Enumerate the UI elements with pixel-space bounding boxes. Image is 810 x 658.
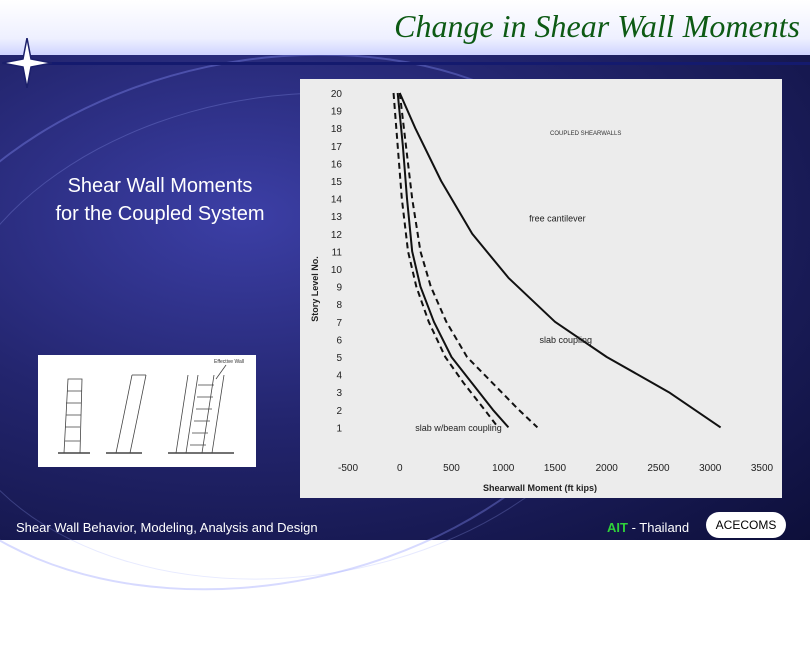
series-annotation: free cantilever — [529, 213, 586, 223]
acecoms-logo-badge: ACECOMS — [706, 512, 786, 538]
y-tick-label: 18 — [331, 124, 343, 135]
y-tick-label: 13 — [331, 212, 343, 223]
moment-chart: 1 2 3 4 5 6 7 8 9 10 11 12 13 14 15 16 17 18 19 20 -500 0 500… — [300, 79, 782, 498]
y-tick-label: 6 — [336, 335, 342, 346]
y-tick-label: 19 — [331, 107, 343, 118]
wall-sketches: Effective Wall — [58, 359, 244, 454]
thumbnail-label: Effective Wall — [214, 359, 244, 365]
series-line — [392, 92, 499, 429]
x-axis-label: Shearwall Moment (ft kips) — [483, 483, 597, 493]
caption-line: Shear Wall Moments — [67, 175, 253, 197]
series-lines — [392, 92, 722, 429]
y-tick-label: 8 — [336, 300, 342, 311]
y-tick-label: 1 — [336, 423, 342, 434]
series-line — [398, 92, 539, 429]
caption-line: for the Coupled System — [55, 203, 265, 225]
y-tick-label: 3 — [336, 388, 342, 399]
y-tick-label: 10 — [331, 265, 343, 276]
y-tick-label: 2 — [336, 406, 342, 417]
thailand-label: - Thailand — [627, 520, 690, 535]
y-tick-label: 9 — [336, 283, 342, 294]
x-tick-label: 3000 — [699, 463, 722, 474]
y-tick-label: 4 — [336, 371, 342, 382]
x-tick-labels: -500 0 500 1000 1500 2000 2500 3000 3500 — [338, 463, 774, 474]
series-annotation: slab w/beam coupling — [415, 423, 502, 433]
y-tick-label: 11 — [332, 247, 343, 258]
y-tick-label: 14 — [331, 195, 343, 206]
series-line — [396, 92, 510, 429]
sparkle-star-icon — [2, 38, 52, 88]
slide-caption: Shear Wall Moments for the Coupled Syste… — [20, 172, 300, 228]
title-band — [0, 0, 810, 55]
x-tick-label: 500 — [443, 463, 460, 474]
slide-title: Change in Shear Wall Moments — [394, 8, 800, 44]
series-annotations: free cantilever slab coupling slab w/beam … — [415, 213, 592, 432]
y-tick-label: 5 — [336, 353, 342, 364]
y-tick-label: 15 — [331, 177, 343, 188]
x-tick-label: 1000 — [492, 463, 515, 474]
footer-course-title: Shear Wall Behavior, Modeling, Analysis … — [16, 520, 318, 535]
x-tick-label: 0 — [397, 463, 403, 474]
series-annotation: slab coupling — [539, 335, 592, 345]
y-tick-label: 16 — [331, 159, 343, 170]
x-tick-label: 2500 — [647, 463, 670, 474]
x-tick-label: 1500 — [544, 463, 567, 474]
title-rule — [28, 62, 810, 65]
y-tick-label: 17 — [331, 142, 343, 153]
x-tick-label: -500 — [338, 463, 358, 474]
corner-note: COUPLED SHEARWALLS — [550, 131, 621, 137]
y-tick-label: 7 — [336, 318, 342, 329]
y-tick-label: 20 — [331, 89, 343, 100]
wall-deformation-figure: Effective Wall — [38, 355, 256, 467]
footer-institution: AIT - Thailand — [607, 520, 689, 535]
ait-label: AIT — [607, 520, 628, 535]
x-tick-label: 3500 — [751, 463, 774, 474]
x-tick-label: 2000 — [596, 463, 619, 474]
series-line — [398, 92, 722, 429]
y-axis-label: Story Level No. — [310, 256, 320, 322]
y-tick-label: 12 — [331, 230, 343, 241]
